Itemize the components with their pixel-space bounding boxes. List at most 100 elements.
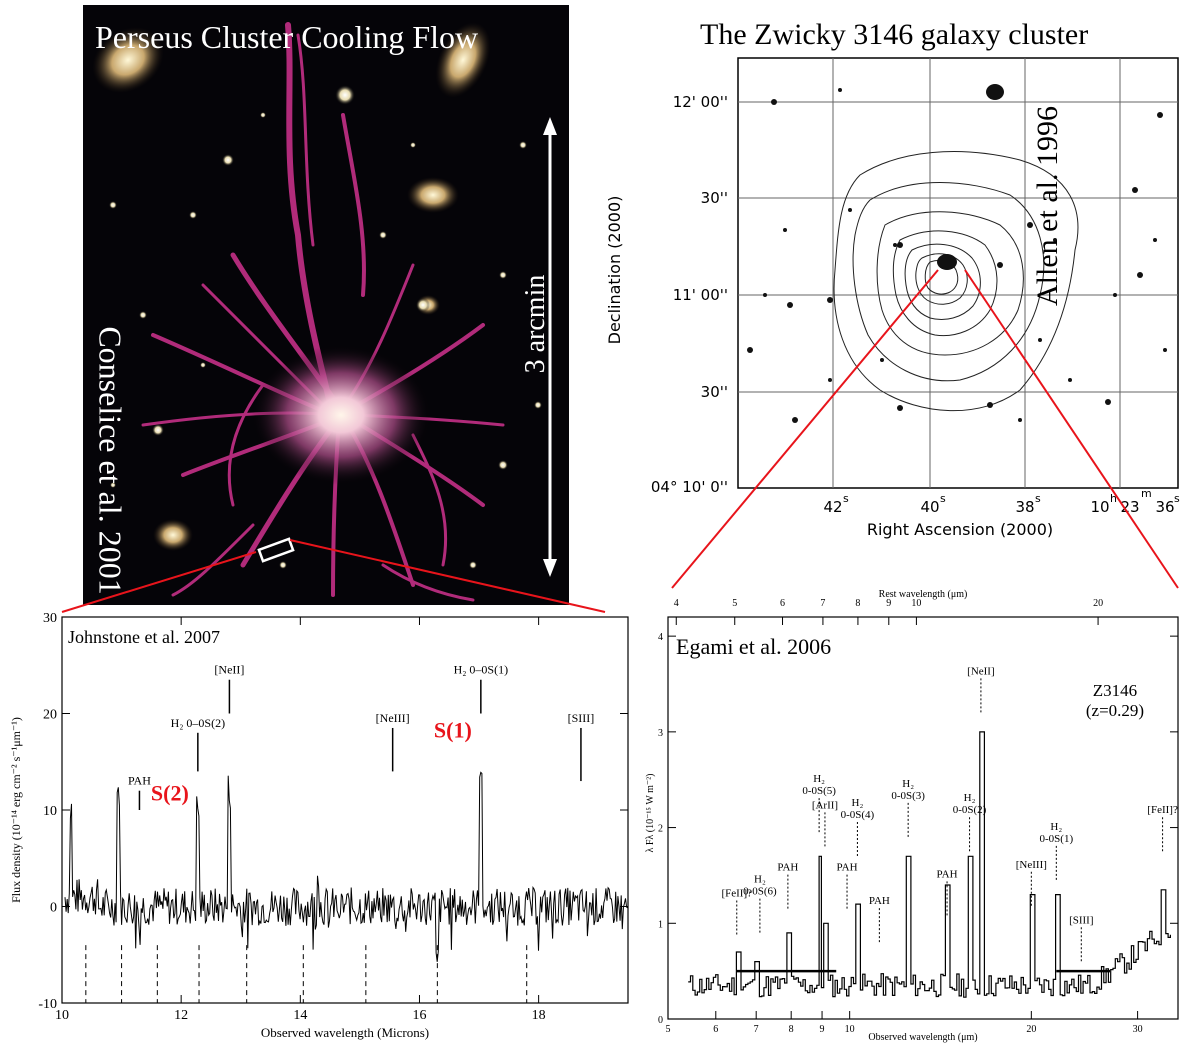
egami-top-tick: 10 xyxy=(911,598,921,609)
perseus-panel: Perseus Cluster Cooling Flow Conselice e… xyxy=(83,5,569,605)
egami-x-tick: 5 xyxy=(666,1024,671,1035)
ra-tick-labels: 42 40 38 10 23 36 xyxy=(823,498,1174,516)
connector-right-b xyxy=(964,269,1179,589)
johnstone-line-label: H₂ 0–0S(2) xyxy=(171,716,226,730)
johnstone-x-tick: 18 xyxy=(532,1008,546,1023)
zwicky-grid xyxy=(738,58,1178,488)
egami-x-tick: 6 xyxy=(713,1024,718,1035)
johnstone-x-tick: 14 xyxy=(293,1008,307,1023)
svg-text:23: 23 xyxy=(1120,498,1139,516)
egami-line-label: H₂ xyxy=(852,797,864,809)
egami-y-label: λ Fλ (10⁻¹⁵ W m⁻²) xyxy=(645,774,656,853)
egami-x-tick: 30 xyxy=(1133,1024,1143,1035)
egami-x-tick: 10 xyxy=(845,1024,855,1035)
egami-line-label-2: 0-0S(3) xyxy=(891,790,925,802)
dec-tick-labels: 12' 00'' 30'' 11' 00'' 30'' 04° 10' 0'' xyxy=(651,93,728,496)
egami-line-label: [FeII]? xyxy=(1147,804,1178,816)
egami-top-tick: 9 xyxy=(886,598,891,609)
egami-frame xyxy=(667,616,1179,1020)
egami-y-tick: 3 xyxy=(658,728,663,739)
egami-y-tick: 2 xyxy=(658,824,663,835)
johnstone-y-tick: 30 xyxy=(43,611,57,626)
perseus-title: Perseus Cluster Cooling Flow xyxy=(95,19,479,55)
egami-top-tick: 20 xyxy=(1093,598,1103,609)
johnstone-line-label: [SIII] xyxy=(568,711,595,725)
svg-text:h: h xyxy=(1110,492,1117,505)
egami-line-label: [NeII] xyxy=(967,665,994,677)
zoom-box xyxy=(257,537,295,563)
egami-y-tick: 4 xyxy=(658,632,663,643)
egami-x-tick: 9 xyxy=(820,1024,825,1035)
johnstone-x-label: Observed wavelength (Microns) xyxy=(261,1025,429,1040)
johnstone-credit: Johnstone et al. 2007 xyxy=(68,627,220,647)
egami-y-tick: 0 xyxy=(658,1015,663,1026)
johnstone-x-tick: 10 xyxy=(55,1008,69,1023)
zwicky-map: 12' 00'' 30'' 11' 00'' 30'' 04° 10' 0'' … xyxy=(605,57,1180,539)
svg-text:s: s xyxy=(940,492,946,505)
svg-text:38: 38 xyxy=(1015,498,1034,516)
johnstone-frame xyxy=(61,616,629,1004)
johnstone-line-label: PAH xyxy=(128,774,151,788)
egami-top-tick: 4 xyxy=(674,598,679,609)
svg-text:s: s xyxy=(1035,492,1041,505)
egami-line-label: [NeIII] xyxy=(1016,859,1047,871)
ra-unit-labels: s s s h m s xyxy=(843,487,1180,505)
egami-line-label: PAH xyxy=(869,895,890,907)
egami-spectrum-line xyxy=(688,731,1171,998)
ra-axis-label: Right Ascension (2000) xyxy=(867,520,1053,539)
johnstone-big-label: S(2) xyxy=(151,780,189,805)
johnstone-y-tick: -10 xyxy=(38,997,57,1012)
egami-line-label: [SIII] xyxy=(1069,914,1093,926)
egami-line-label-2: 0-0S(5) xyxy=(802,785,836,797)
scale-arrow xyxy=(543,117,557,577)
johnstone-x-tick: 16 xyxy=(412,1008,426,1023)
svg-text:30'': 30'' xyxy=(701,383,728,401)
johnstone-spectrum-line xyxy=(64,771,628,962)
perseus-image xyxy=(83,5,569,605)
connector-right-a xyxy=(671,269,939,589)
svg-text:42: 42 xyxy=(823,498,842,516)
egami-x-label: Observed wavelength (μm) xyxy=(868,1032,977,1043)
svg-text:30'': 30'' xyxy=(701,189,728,207)
svg-text:s: s xyxy=(843,492,849,505)
egami-redshift: (z=0.29) xyxy=(1086,701,1144,720)
egami-top-label: Rest wavelength (μm) xyxy=(879,589,968,600)
egami-line-label: H₂ xyxy=(902,778,914,790)
svg-text:m: m xyxy=(1141,487,1152,500)
johnstone-y-tick: 0 xyxy=(50,901,57,916)
egami-top-tick: 8 xyxy=(855,598,860,609)
johnstone-y-label: Flux density (10⁻¹⁴ erg cm⁻² s⁻¹μm⁻¹) xyxy=(9,717,23,903)
johnstone-spectrum: 10 12 14 16 18 -10 0 10 20 30 PAH H₂ 0–0S(2) [NeII]… xyxy=(9,611,629,1040)
egami-x-tick: 7 xyxy=(754,1024,759,1035)
egami-x-tick: 20 xyxy=(1026,1024,1036,1035)
egami-line-label: [ArII] xyxy=(812,799,838,811)
egami-x-tick: 8 xyxy=(789,1024,794,1035)
egami-line-label: PAH xyxy=(777,862,798,874)
johnstone-line-label: [NeII] xyxy=(214,663,244,677)
egami-top-tick: 5 xyxy=(732,598,737,609)
svg-text:11' 00'': 11' 00'' xyxy=(673,286,728,304)
egami-top-tick: 6 xyxy=(780,598,785,609)
point-sources xyxy=(747,84,1167,423)
egami-line-label-2: 0-0S(4) xyxy=(841,809,875,821)
connector-left-a xyxy=(61,551,257,613)
egami-line-label: [FeII]? xyxy=(721,887,752,899)
egami-line-label-2: 0-0S(2) xyxy=(953,804,987,816)
svg-text:04° 10' 0'': 04° 10' 0'' xyxy=(651,478,728,496)
johnstone-line-label: H₂ 0–0S(1) xyxy=(454,663,509,677)
johnstone-x-tick: 12 xyxy=(174,1008,188,1023)
zwicky-title: The Zwicky 3146 galaxy cluster xyxy=(700,18,1089,51)
egami-line-label: H₂ xyxy=(754,874,766,886)
egami-object: Z3146 xyxy=(1093,681,1137,700)
svg-text:s: s xyxy=(1174,492,1180,505)
johnstone-big-label: S(1) xyxy=(434,718,472,743)
egami-y-tick: 1 xyxy=(658,919,663,930)
egami-line-label: H₂ xyxy=(813,773,825,785)
egami-line-label: H₂ xyxy=(1050,821,1062,833)
xray-contours xyxy=(833,151,1079,412)
egami-line-label: PAH xyxy=(837,862,858,874)
egami-top-tick: 7 xyxy=(820,598,825,609)
svg-text:10: 10 xyxy=(1090,498,1109,516)
